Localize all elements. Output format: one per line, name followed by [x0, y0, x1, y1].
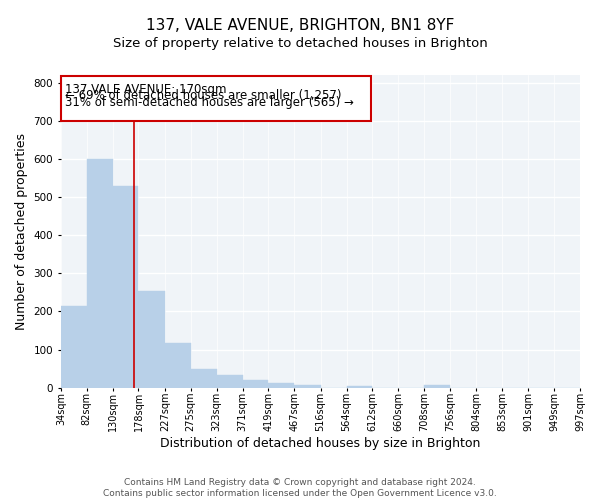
Text: Contains HM Land Registry data © Crown copyright and database right 2024.
Contai: Contains HM Land Registry data © Crown c… [103, 478, 497, 498]
Text: Size of property relative to detached houses in Brighton: Size of property relative to detached ho… [113, 38, 487, 51]
Bar [294, 385, 320, 388]
Bar [86, 159, 113, 388]
Bar [217, 375, 242, 388]
Bar [113, 186, 139, 388]
Y-axis label: Number of detached properties: Number of detached properties [15, 133, 28, 330]
Bar [139, 290, 165, 388]
Text: ← 69% of detached houses are smaller (1,257): ← 69% of detached houses are smaller (1,… [65, 90, 341, 102]
FancyBboxPatch shape [61, 76, 371, 121]
Text: 31% of semi-detached houses are larger (565) →: 31% of semi-detached houses are larger (… [65, 96, 354, 110]
Bar [165, 343, 191, 388]
Bar [268, 383, 294, 388]
Bar [242, 380, 268, 388]
Bar [191, 368, 217, 388]
Text: 137 VALE AVENUE: 170sqm: 137 VALE AVENUE: 170sqm [65, 82, 227, 96]
Bar [61, 306, 86, 388]
Bar [347, 386, 373, 388]
Text: 137, VALE AVENUE, BRIGHTON, BN1 8YF: 137, VALE AVENUE, BRIGHTON, BN1 8YF [146, 18, 454, 32]
X-axis label: Distribution of detached houses by size in Brighton: Distribution of detached houses by size … [160, 437, 481, 450]
Bar [424, 385, 450, 388]
